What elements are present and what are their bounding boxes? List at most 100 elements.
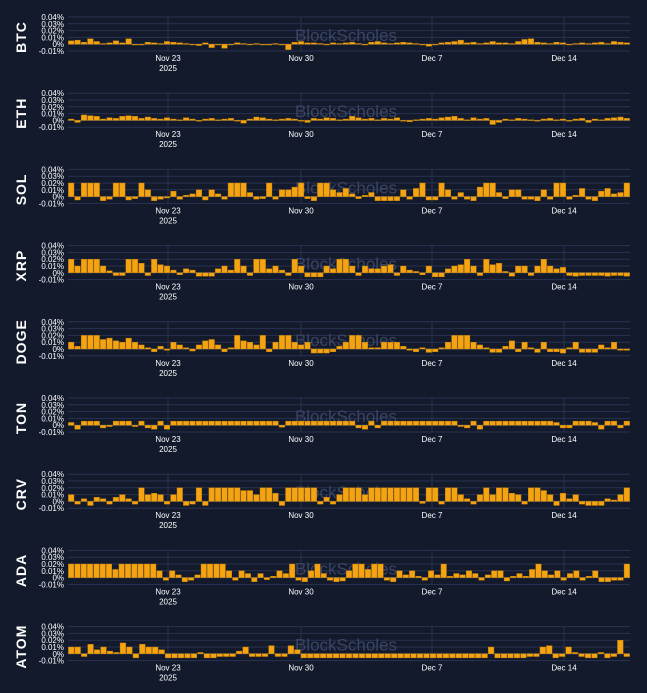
bar [208,272,215,277]
bar [508,340,515,350]
bar [464,259,471,274]
bar [178,653,185,659]
bar [585,196,592,200]
bar [406,196,413,200]
bar [381,42,388,45]
bar [361,494,368,502]
x-tick-year: 2025 [159,597,177,606]
bar [202,340,209,350]
bar [438,347,445,350]
x-tick-label: Dec 14 [551,435,577,444]
bar [419,420,426,426]
bar [393,342,400,350]
bar [604,118,611,121]
bar [534,41,541,45]
bar [317,420,324,426]
bar [125,259,132,274]
x-tick-label: Nov 23 [155,130,181,139]
asset-label: SOL [13,174,29,206]
bar [534,420,541,426]
x-tick-label: Nov 30 [288,435,314,444]
bar [591,272,598,276]
bar [80,182,87,197]
bar [387,118,394,121]
bar [355,487,362,502]
bar [221,118,228,121]
bar [572,118,579,121]
bar [170,41,177,45]
bar [285,118,292,121]
bar [170,420,177,426]
bar [451,265,458,274]
bar [119,272,126,276]
bar [585,120,592,123]
bar [320,573,327,578]
bar [591,118,598,121]
bar [361,425,368,430]
bar [227,420,234,426]
watermark: BlockScholes [295,636,397,655]
bar [611,342,618,350]
bar [513,653,520,659]
bar [484,574,491,578]
bar [541,570,548,578]
bar [453,573,460,578]
bar [604,347,611,350]
bar [483,487,490,502]
x-tick-label: Nov 30 [288,130,314,139]
bar [533,653,540,657]
bar [236,650,243,655]
bar [183,268,190,274]
bar [579,118,586,121]
bar [374,487,381,502]
bar [317,272,324,278]
bar [355,425,362,429]
bar [188,577,195,581]
bar [208,118,215,121]
bar [591,653,598,659]
bar [342,118,349,121]
bar [585,501,592,506]
bar [483,182,490,197]
bar [330,348,337,352]
bar [540,259,547,274]
bar [93,563,100,578]
bar [138,118,145,121]
bar [132,116,139,121]
bar [215,487,222,502]
bar [221,487,228,502]
bar [496,192,503,197]
bar [74,196,81,201]
y-tick-label: 0.03% [41,96,64,105]
bar [419,347,426,350]
bar [378,653,385,659]
bar [291,259,298,274]
bar [349,116,356,121]
bar [361,195,368,197]
bar [247,118,254,121]
bar [515,189,522,197]
bar [144,41,151,45]
bar [502,271,509,274]
bar [611,272,618,276]
bar [572,342,579,350]
asset-label: ATOM [13,625,29,669]
bar [553,348,560,352]
bar [87,644,94,655]
bar [553,41,560,45]
bar [259,44,266,46]
bar [374,425,381,429]
bar [611,117,618,121]
bar [598,425,605,430]
bar [617,640,624,655]
bar [330,42,337,45]
x-tick-label: Dec 7 [422,130,443,139]
bar [190,653,197,659]
bar [327,577,334,581]
bar [195,120,202,122]
bar [547,118,554,121]
bar [106,270,113,274]
bar [489,264,496,274]
bar [579,420,586,426]
bar [355,335,362,350]
